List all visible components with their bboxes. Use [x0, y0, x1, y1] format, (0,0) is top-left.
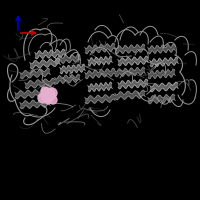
Circle shape	[41, 87, 49, 95]
Polygon shape	[88, 82, 112, 92]
Polygon shape	[88, 56, 112, 66]
Polygon shape	[148, 94, 175, 104]
Polygon shape	[35, 49, 65, 59]
Polygon shape	[150, 57, 178, 67]
Polygon shape	[55, 74, 80, 84]
Polygon shape	[55, 54, 80, 64]
Polygon shape	[25, 78, 55, 89]
Polygon shape	[115, 44, 145, 54]
Polygon shape	[118, 79, 148, 89]
Polygon shape	[115, 90, 145, 100]
Circle shape	[45, 98, 51, 104]
Polygon shape	[20, 68, 50, 79]
Polygon shape	[85, 68, 115, 79]
Polygon shape	[30, 58, 60, 69]
Polygon shape	[115, 67, 145, 77]
Polygon shape	[60, 64, 85, 74]
Circle shape	[49, 96, 57, 104]
Polygon shape	[150, 82, 178, 92]
Polygon shape	[148, 69, 175, 79]
Polygon shape	[15, 89, 45, 99]
Circle shape	[41, 88, 55, 102]
Circle shape	[38, 93, 48, 103]
Polygon shape	[20, 99, 50, 109]
Polygon shape	[148, 44, 175, 54]
Polygon shape	[85, 94, 115, 104]
Polygon shape	[85, 43, 115, 54]
Polygon shape	[118, 56, 148, 66]
Circle shape	[47, 88, 57, 98]
